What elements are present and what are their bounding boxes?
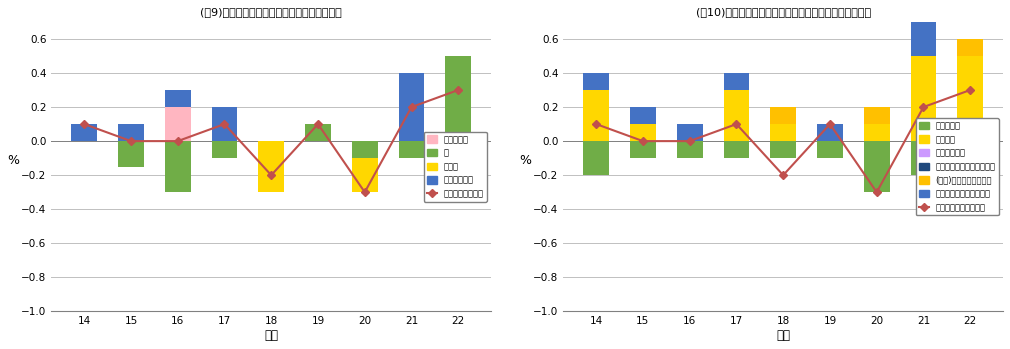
政府最終消費支出: [218, 122, 230, 126]
Y-axis label: %: %: [7, 154, 19, 167]
政府最終消費支出: [359, 190, 371, 194]
Bar: [399, 141, 424, 158]
Bar: [445, 56, 471, 141]
政府最終消費支出: [312, 122, 324, 126]
政府最終消費支出: [266, 173, 278, 177]
Bar: [911, 141, 936, 175]
Bar: [817, 124, 842, 141]
政府最終消費支出合計: [684, 139, 696, 143]
政府最終消費支出: [78, 122, 90, 126]
Bar: [351, 158, 378, 192]
Bar: [584, 73, 609, 90]
政府最終消費支出: [172, 139, 184, 143]
Bar: [817, 141, 842, 158]
Bar: [864, 107, 890, 124]
Title: (図9)政府最終消費支出の項目別寄与度の推移: (図9)政府最終消費支出の項目別寄与度の推移: [200, 7, 342, 17]
Bar: [677, 141, 703, 158]
Bar: [630, 107, 655, 124]
Bar: [677, 124, 703, 141]
政府最終消費支出: [405, 105, 417, 109]
Bar: [957, 141, 983, 175]
Bar: [165, 107, 191, 141]
Bar: [723, 73, 749, 90]
政府最終消費支出合計: [965, 88, 977, 92]
Bar: [212, 107, 237, 141]
Y-axis label: %: %: [519, 154, 531, 167]
Bar: [584, 90, 609, 141]
Bar: [771, 124, 796, 141]
政府最終消費支出合計: [590, 122, 602, 126]
Bar: [118, 141, 143, 167]
Line: 政府最終消費支出合計: 政府最終消費支出合計: [594, 87, 973, 195]
X-axis label: 年度: 年度: [265, 329, 278, 342]
Bar: [630, 124, 655, 141]
Bar: [165, 141, 191, 192]
Title: (図10)政府最終消費支出内における項目別寄与度の推移: (図10)政府最終消費支出内における項目別寄与度の推移: [696, 7, 871, 17]
Bar: [584, 141, 609, 175]
Bar: [351, 141, 378, 158]
政府最終消費支出: [452, 88, 465, 92]
Bar: [305, 124, 331, 141]
政府最終消費支出合計: [777, 173, 789, 177]
政府最終消費支出合計: [871, 190, 883, 194]
Bar: [165, 90, 191, 107]
Bar: [118, 124, 143, 141]
Bar: [957, 39, 983, 56]
政府最終消費支出: [125, 139, 137, 143]
政府最終消費支出合計: [730, 122, 742, 126]
Line: 政府最終消費支出: 政府最終消費支出: [82, 87, 461, 195]
Legend: 国出先機関, 県, 市町村, 社会保障基金, 政府最終消費支出: 国出先機関, 県, 市町村, 社会保障基金, 政府最終消費支出: [423, 132, 487, 202]
政府最終消費支出合計: [637, 139, 649, 143]
Bar: [864, 124, 890, 141]
政府最終消費支出合計: [917, 105, 929, 109]
X-axis label: 年度: 年度: [777, 329, 790, 342]
Bar: [911, 0, 936, 56]
Bar: [212, 141, 237, 158]
Bar: [911, 56, 936, 141]
Bar: [630, 141, 655, 158]
Bar: [445, 141, 471, 175]
Legend: 雇用者報酬, 中間投入, 固定資本減耗, 生産・輸入品に課される税, (控除)商品・非商品販売, 家計への移転的支出　計, 政府最終消費支出合計: 雇用者報酬, 中間投入, 固定資本減耗, 生産・輸入品に課される税, (控除)商…: [915, 118, 999, 215]
Bar: [72, 124, 97, 141]
政府最終消費支出合計: [824, 122, 836, 126]
Bar: [864, 141, 890, 192]
Bar: [771, 141, 796, 158]
Bar: [957, 56, 983, 141]
Bar: [259, 141, 284, 192]
Bar: [399, 73, 424, 141]
Bar: [723, 141, 749, 158]
Bar: [723, 90, 749, 141]
Bar: [771, 107, 796, 124]
